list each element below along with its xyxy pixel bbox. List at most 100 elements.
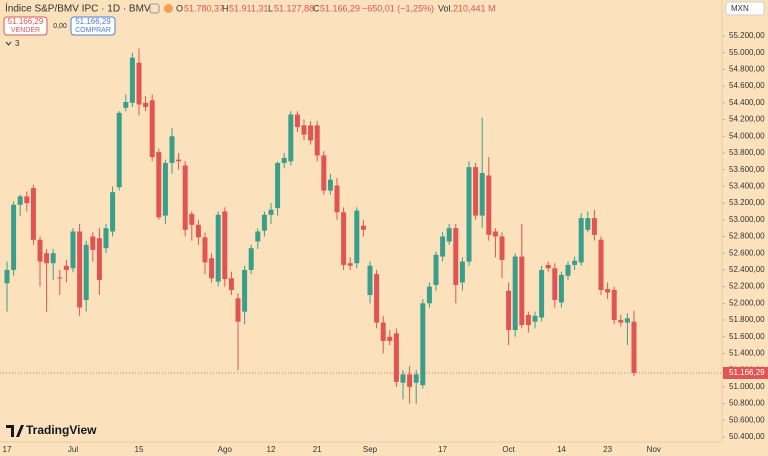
x-tick-label: 14 [557,445,566,454]
legend-label: L [268,3,273,13]
candle-body [407,374,413,387]
y-tick-label: 55.000,00 [729,48,765,57]
chart-title: Índice S&P/BMV IPC · 1D · BMV [5,2,151,15]
trade-buttons: 51.166,29 VENDER 0,00 51.166,29 COMPRAR [3,16,116,36]
candle-body [30,188,36,240]
candle-body [83,244,89,300]
y-tick-label: 55.200,00 [729,31,765,40]
candle-body [446,228,452,242]
sell-button[interactable] [3,16,48,36]
y-tick-label: 53.600,00 [729,165,765,174]
currency-box[interactable] [725,1,765,16]
buy-button[interactable] [70,16,116,36]
candle-body [4,269,10,284]
x-tick-label: 23 [603,445,612,454]
candle-body [539,269,545,318]
candle-body [156,152,162,218]
buy-label: COMPRAR [75,27,111,34]
candle-body [631,321,637,373]
candle-body [182,165,188,230]
candle-body [512,256,518,331]
candle-body [63,265,69,270]
legend-value: 51.166,29 [320,3,360,13]
sell-price: 51.166,29 [8,17,44,26]
x-tick-label: Sep [363,445,378,454]
plot [4,48,637,404]
candle-body [314,125,320,156]
currency: MXN [731,4,749,13]
candle-body [123,102,129,108]
candle-body [90,236,96,250]
candle-body [532,315,538,322]
y-tick-label: 52.800,00 [729,232,765,241]
candle-body [380,322,386,341]
candle-body [624,318,630,323]
price-tag-label: 51.166,29 [729,368,765,377]
candle-body [77,231,83,308]
indicator-count: 3 [15,39,20,48]
x-tick-label: Ago [218,445,233,454]
candle-body [129,57,135,103]
y-tick-label: 52.200,00 [729,282,765,291]
candle-body [400,374,406,383]
candle-body [268,209,274,215]
icon [149,3,160,14]
candle-body [598,239,604,290]
x-tick-label: 17 [438,445,447,454]
candle-body [11,204,17,270]
candle-body [162,162,168,216]
candle-body [70,231,76,269]
candle-body [321,155,327,191]
candle-body [143,102,149,108]
y-tick-label: 53.800,00 [729,148,765,157]
x-tick-label: 12 [267,445,276,454]
y-tick-label: 51.000,00 [729,382,765,391]
candle-body [308,125,314,141]
candle-body [176,159,182,162]
y-tick-label: 54.800,00 [729,65,765,74]
candle-body [387,336,393,341]
candle-body [37,239,43,262]
legend-value: 210,441 M [453,3,496,13]
candle-body [149,100,155,158]
candle-body [57,277,63,279]
y-tick-label: 54.000,00 [729,131,765,140]
logo-icon [6,425,24,437]
legend-value: 51.780,37 [184,3,224,13]
candle-body [248,248,254,270]
y-tick-label: 52.000,00 [729,298,765,307]
logo-text: TradingView [26,423,97,437]
candle-body [288,114,294,162]
y-tick-label: 53.200,00 [729,198,765,207]
candle-body [334,185,340,213]
candle-body [189,213,195,225]
collapse-icon[interactable] [5,41,12,46]
candle-body [24,196,30,204]
candle-body [275,162,281,209]
candle-body [499,236,505,260]
x-tick-label: 21 [313,445,322,454]
sell-label: VENDER [11,27,40,34]
legend-label: C [313,3,320,13]
candle-body [202,237,208,263]
x-tick-label: Jul [68,445,78,454]
y-tick-label: 51.400,00 [729,349,765,358]
candle-body [228,278,234,290]
candle-body [506,290,512,331]
candle-body [611,289,617,321]
candle-body [294,114,300,128]
candle-body [374,274,380,323]
y-tick-label: 54.400,00 [729,98,765,107]
candle-body [261,214,267,231]
candle-body [367,265,373,295]
x-tick-label: Oct [502,445,515,454]
candle-body [209,258,215,279]
candle-body [360,225,366,230]
candle-body [50,253,56,264]
candle-body [354,210,360,264]
buy-price: 51.166,29 [75,17,111,26]
candle-body [136,62,142,105]
legend-label: O [176,3,183,13]
candle-body [440,236,446,257]
